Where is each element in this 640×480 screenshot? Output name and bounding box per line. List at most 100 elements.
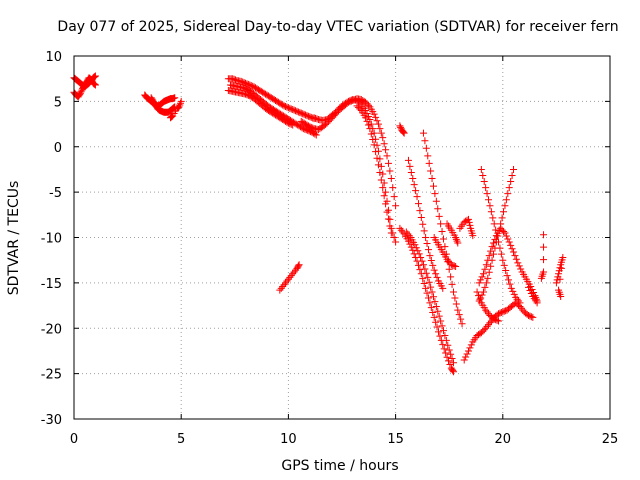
data-point [450, 262, 458, 270]
data-point [492, 316, 500, 324]
data-point [377, 176, 385, 184]
data-point [244, 91, 252, 99]
data-point [428, 288, 436, 296]
data-point [379, 184, 387, 192]
data-point [481, 265, 489, 273]
data-point [310, 114, 318, 122]
data-point [414, 261, 422, 269]
data-point [416, 207, 424, 215]
data-point [452, 234, 460, 241]
data-point [253, 85, 261, 93]
data-point [421, 265, 429, 273]
data-point [273, 97, 281, 105]
data-point [489, 214, 497, 222]
data-point [91, 81, 99, 89]
data-point [422, 284, 430, 292]
data-point [484, 274, 492, 282]
data-point [305, 127, 313, 135]
data-point [411, 241, 419, 249]
series-arc-02 [70, 74, 99, 101]
data-point [290, 106, 298, 114]
data-point [373, 117, 381, 125]
data-point [277, 284, 285, 292]
data-point [555, 270, 563, 278]
data-point [420, 279, 428, 287]
data-point [485, 252, 493, 260]
data-point [449, 367, 457, 375]
data-point [420, 227, 428, 235]
data-point [397, 123, 405, 131]
data-point [297, 109, 305, 117]
data-point [342, 99, 350, 107]
data-point [367, 120, 375, 128]
data-point [399, 127, 407, 135]
data-point [279, 283, 287, 291]
data-point [501, 229, 509, 237]
data-points [70, 72, 567, 376]
data-point [296, 109, 304, 117]
data-point [370, 141, 378, 149]
data-point [309, 124, 317, 132]
data-point [500, 208, 508, 216]
data-point [311, 130, 319, 138]
data-point [302, 126, 310, 134]
data-point [482, 279, 490, 287]
data-point [364, 121, 372, 129]
data-point [462, 217, 470, 225]
data-point [309, 129, 317, 137]
data-point [283, 277, 291, 285]
data-point [423, 289, 431, 297]
data-point [289, 121, 297, 129]
data-point [435, 212, 443, 220]
data-point [480, 178, 488, 186]
data-point [423, 240, 431, 248]
data-point [400, 129, 408, 137]
series-arc-20 [456, 215, 477, 240]
x-axis-label: GPS time / hours [281, 458, 398, 474]
data-point [247, 82, 255, 90]
data-point [297, 123, 305, 131]
data-point [171, 94, 179, 102]
data-point [475, 331, 483, 339]
data-point [286, 104, 294, 112]
data-point [502, 232, 510, 240]
data-point [283, 118, 291, 126]
data-point [77, 88, 85, 96]
data-point [525, 312, 533, 320]
data-point [356, 105, 364, 113]
data-point [483, 308, 491, 316]
data-point [527, 289, 535, 297]
data-point [367, 130, 375, 138]
series-arc-05 [166, 97, 185, 122]
data-point [312, 131, 320, 139]
data-point [412, 244, 420, 252]
data-point [507, 241, 515, 249]
data-point [267, 108, 275, 116]
series-arc-15 [396, 224, 457, 376]
data-point [245, 86, 253, 94]
data-point [272, 111, 280, 119]
y-tick-label: -25 [41, 368, 62, 383]
data-point [452, 263, 460, 271]
data-point [269, 95, 277, 103]
data-point [254, 86, 262, 94]
data-point [362, 114, 370, 122]
data-point [250, 83, 258, 91]
data-point [503, 272, 511, 280]
data-point [424, 273, 432, 281]
data-point [287, 272, 295, 280]
data-point [294, 262, 302, 270]
data-point [448, 355, 456, 362]
data-point [422, 144, 430, 152]
data-point [397, 226, 405, 234]
data-point [418, 257, 426, 265]
data-point [498, 226, 506, 234]
data-point [284, 104, 292, 112]
data-point [429, 261, 437, 269]
data-point [264, 106, 272, 114]
data-point [376, 155, 384, 163]
data-point [382, 188, 390, 196]
data-point [415, 250, 423, 258]
data-point [280, 102, 288, 110]
data-point [454, 306, 462, 314]
